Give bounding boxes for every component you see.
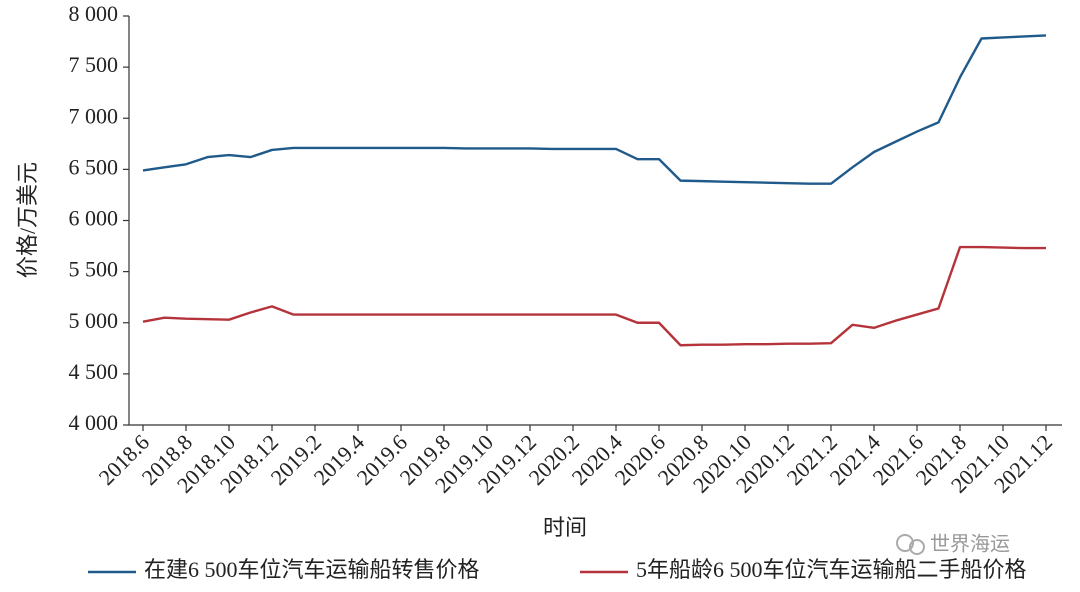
y-tick-label: 8 000 <box>69 1 119 26</box>
y-tick-label: 5 000 <box>69 308 119 333</box>
y-tick-label: 5 500 <box>69 257 119 282</box>
y-tick-label: 6 000 <box>69 206 119 231</box>
y-axis-label: 价格/万美元 <box>15 162 40 278</box>
y-tick-label: 6 500 <box>69 154 119 179</box>
x-axis-label: 时间 <box>543 515 587 540</box>
y-tick-label: 4 500 <box>69 359 119 384</box>
watermark: 世界海运 <box>930 532 1010 556</box>
watermark-icon <box>897 535 924 554</box>
series-line <box>143 35 1046 183</box>
legend-label: 在建6 500车位汽车运输船转售价格 <box>144 557 480 582</box>
y-tick-label: 7 000 <box>69 103 119 128</box>
y-tick-label: 7 500 <box>69 52 119 77</box>
chart: 价格/万美元 时间 世界海运 4 000 4 500 5 000 5 500 6 000… <box>0 0 1080 592</box>
y-tick-label: 4 000 <box>69 410 119 435</box>
series-line <box>143 247 1046 345</box>
legend-label: 5年船龄6 500车位汽车运输船二手船价格 <box>636 557 1027 582</box>
